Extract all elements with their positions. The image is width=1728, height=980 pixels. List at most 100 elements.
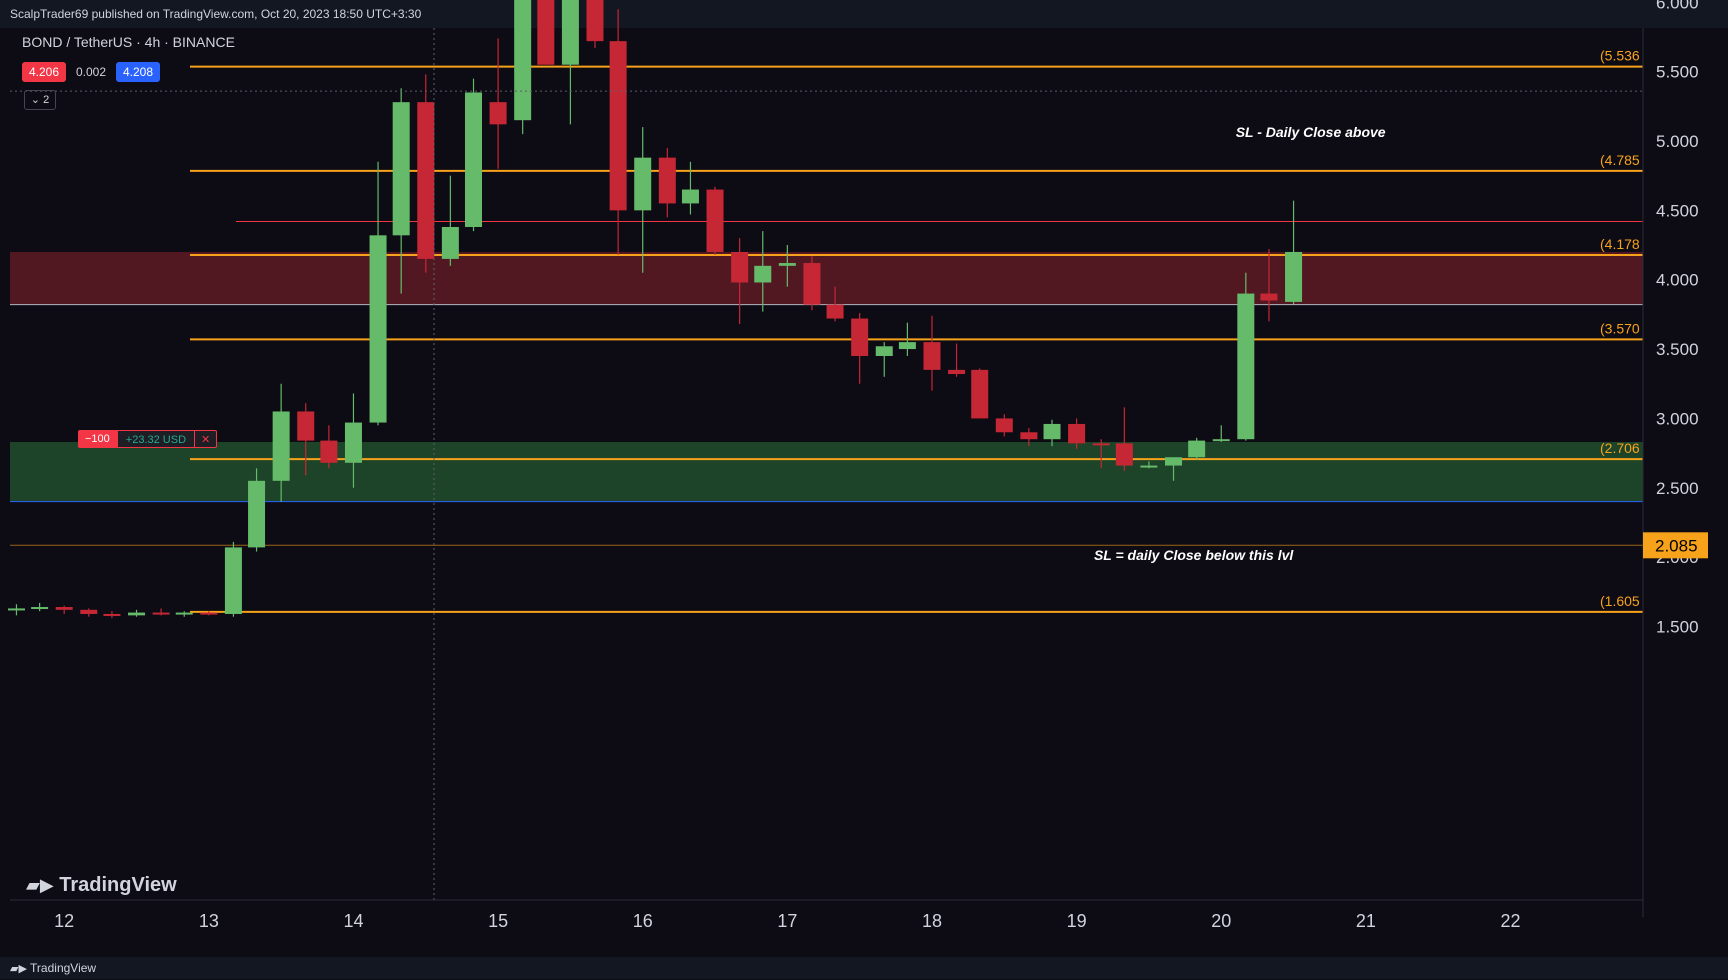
candle[interactable]: [1165, 457, 1183, 481]
candle-body: [224, 547, 242, 614]
candle[interactable]: [586, 0, 604, 49]
candle-body: [537, 0, 555, 65]
candle-body: [681, 189, 699, 204]
candle[interactable]: [948, 343, 966, 377]
candle-body: [31, 607, 49, 610]
candle[interactable]: [369, 161, 387, 426]
date-tick-label: 16: [633, 911, 653, 931]
candle-body: [971, 369, 989, 419]
candle-body: [803, 263, 821, 305]
candle[interactable]: [1237, 272, 1255, 441]
indicators-count: 2: [43, 94, 50, 106]
candle-body: [1212, 439, 1230, 442]
candle[interactable]: [1068, 418, 1086, 449]
footer-brand: TradingView: [30, 961, 97, 975]
ask-price-button[interactable]: 4.208: [116, 62, 161, 82]
price-tick-label: 4.000: [1656, 271, 1699, 290]
candle[interactable]: [392, 88, 410, 294]
candle-body: [55, 607, 73, 610]
candle-body: [1188, 440, 1206, 458]
candle[interactable]: [465, 78, 483, 232]
candle[interactable]: [971, 368, 989, 419]
candle[interactable]: [1092, 439, 1110, 469]
candle-body: [7, 608, 25, 611]
candle-body: [923, 342, 941, 370]
candle[interactable]: [489, 38, 507, 169]
watermark-text: TradingView: [59, 874, 177, 896]
candle-body: [995, 418, 1013, 433]
candle[interactable]: [731, 238, 749, 325]
annotation-text[interactable]: SL = daily Close below this lvl: [1094, 547, 1294, 563]
candle[interactable]: [706, 186, 724, 255]
candle[interactable]: [923, 315, 941, 391]
candle-body: [369, 235, 387, 423]
candle[interactable]: [103, 611, 121, 619]
candle-body: [1285, 251, 1303, 302]
price-tick-label: 4.500: [1656, 201, 1699, 220]
fib-level-label: (5.536: [1600, 48, 1640, 64]
candle[interactable]: [1140, 461, 1158, 469]
candle[interactable]: [826, 286, 844, 322]
price-axis-bg: [1643, 28, 1728, 917]
candle[interactable]: [1212, 425, 1230, 442]
candle[interactable]: [417, 74, 435, 273]
symbol-title[interactable]: BOND / TetherUS · 4h · BINANCE: [22, 34, 235, 50]
resistance-zone: [10, 251, 1643, 305]
candle[interactable]: [514, 0, 532, 135]
fib-level-label: (1.605: [1600, 593, 1640, 609]
candle[interactable]: [803, 256, 821, 311]
close-position-icon[interactable]: ✕: [195, 430, 218, 448]
candle-body: [514, 0, 532, 121]
publish-line: ScalpTrader69 published on TradingView.c…: [10, 7, 422, 21]
annotation-text[interactable]: SL - Daily Close above: [1236, 124, 1386, 140]
candle[interactable]: [561, 0, 579, 125]
candle[interactable]: [297, 403, 315, 476]
candle[interactable]: [754, 231, 772, 312]
candle[interactable]: [898, 322, 916, 356]
candle[interactable]: [152, 608, 170, 616]
candle[interactable]: [1020, 428, 1038, 447]
bid-price-button[interactable]: 4.206: [22, 62, 67, 82]
candle[interactable]: [248, 468, 266, 552]
candle[interactable]: [55, 605, 73, 614]
candle[interactable]: [320, 425, 338, 469]
candle-body: [392, 102, 410, 236]
candle[interactable]: [224, 541, 242, 617]
candle[interactable]: [441, 175, 459, 266]
candle[interactable]: [1285, 200, 1303, 305]
candle[interactable]: [1043, 419, 1061, 447]
candle[interactable]: [1115, 407, 1133, 472]
candle[interactable]: [175, 611, 193, 617]
candle[interactable]: [778, 245, 796, 287]
position-line-label[interactable]: −100 +23.32 USD ✕: [78, 430, 218, 448]
candle[interactable]: [609, 9, 627, 255]
candle[interactable]: [995, 414, 1013, 437]
candle[interactable]: [658, 147, 676, 218]
candle[interactable]: [681, 161, 699, 215]
candle-body: [1020, 432, 1038, 440]
candle-body: [128, 612, 146, 616]
candle[interactable]: [875, 342, 893, 377]
candle[interactable]: [851, 312, 869, 384]
candle-body: [1043, 423, 1061, 440]
candle[interactable]: [7, 604, 25, 616]
candle-body: [344, 422, 362, 463]
candle[interactable]: [272, 383, 290, 502]
candle-body: [754, 265, 772, 283]
tradingview-logo-icon: ▰▶: [26, 875, 54, 895]
candle-body: [948, 369, 966, 375]
candle[interactable]: [128, 609, 146, 617]
candle[interactable]: [200, 611, 218, 616]
candle[interactable]: [1260, 249, 1278, 322]
candle[interactable]: [344, 393, 362, 488]
candle[interactable]: [80, 608, 98, 617]
indicators-collapse-button[interactable]: ⌄ 2: [24, 90, 56, 110]
candle-body: [609, 41, 627, 211]
candle[interactable]: [1188, 437, 1206, 461]
candle[interactable]: [537, 0, 555, 65]
candle[interactable]: [31, 602, 49, 612]
candle[interactable]: [634, 127, 652, 273]
date-tick-label: 14: [343, 911, 363, 931]
candle-body: [826, 304, 844, 319]
